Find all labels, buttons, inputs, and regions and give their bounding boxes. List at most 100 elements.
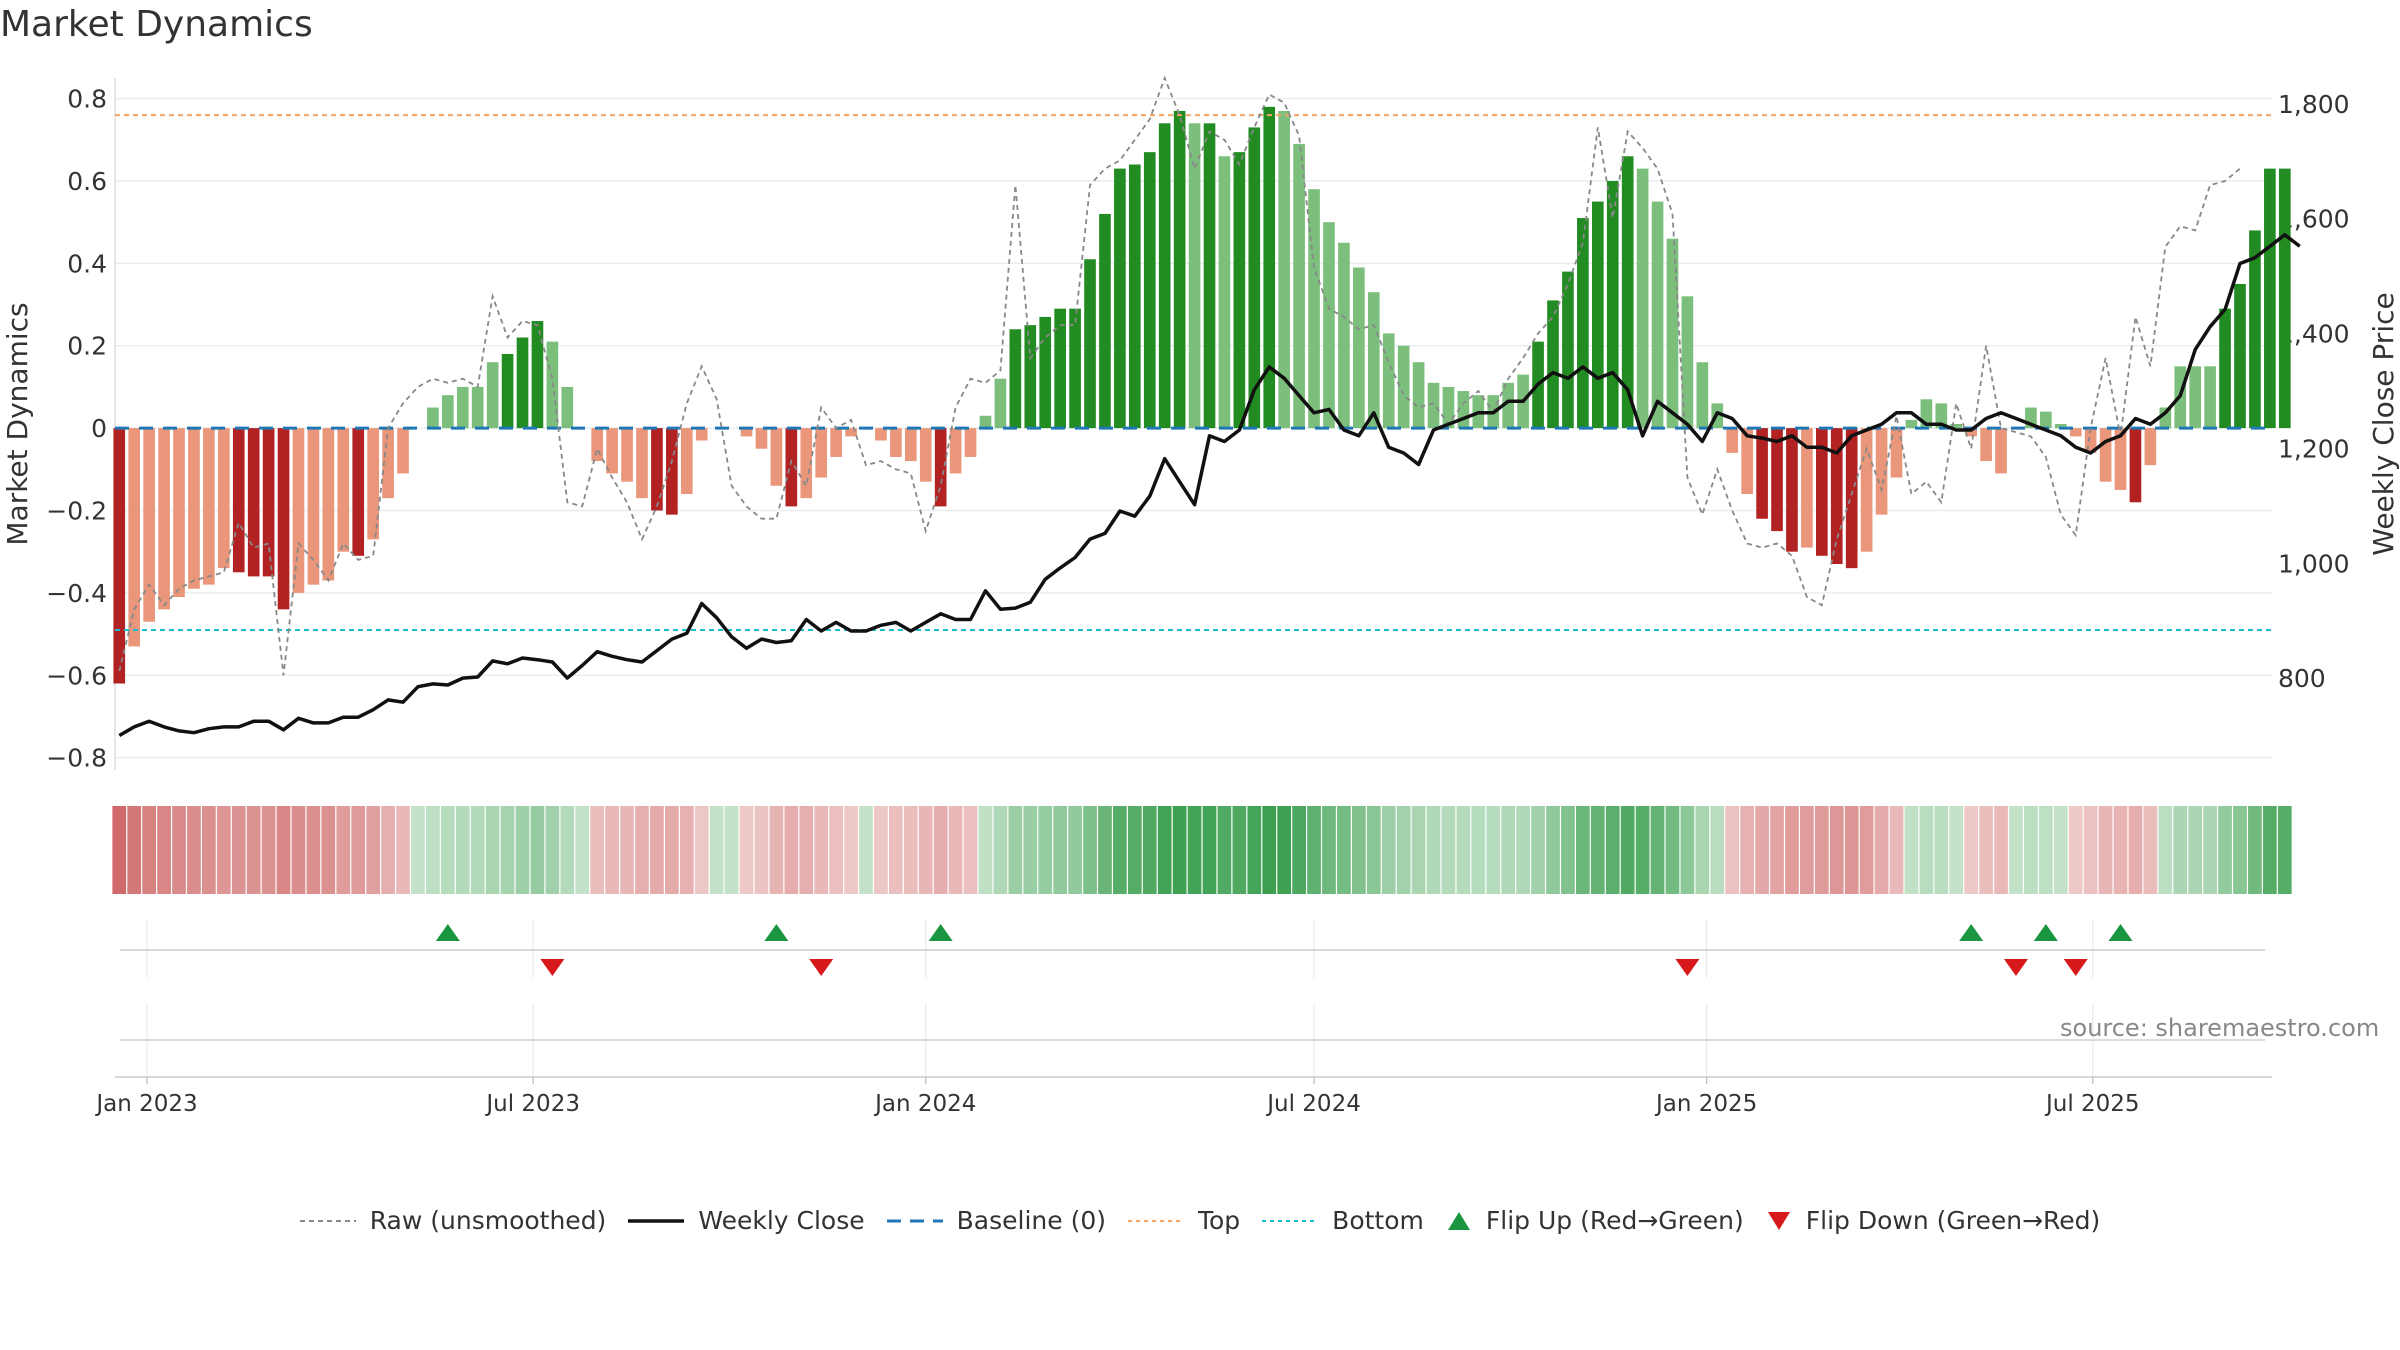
bar xyxy=(666,428,678,515)
flip-up-icon xyxy=(1447,1211,1470,1230)
bar xyxy=(606,428,618,474)
bar xyxy=(561,386,574,429)
bar xyxy=(1353,267,1365,429)
regime-cell xyxy=(1098,806,1112,894)
bar xyxy=(531,321,544,429)
bar xyxy=(1024,325,1037,429)
regime-cell xyxy=(1322,806,1336,894)
regime-cell xyxy=(381,806,395,894)
bar xyxy=(442,395,454,429)
bar xyxy=(217,428,230,569)
regime-cell xyxy=(874,806,888,894)
bar xyxy=(1099,213,1111,429)
bar xyxy=(262,428,275,577)
bar xyxy=(1845,428,1858,569)
bar xyxy=(815,428,828,478)
regime-cell xyxy=(202,806,216,894)
regime-cell xyxy=(1725,806,1740,894)
regime-cell xyxy=(963,806,978,894)
regime-cell xyxy=(321,806,336,894)
bar xyxy=(128,428,141,647)
regime-cell xyxy=(2248,806,2262,894)
bar xyxy=(1173,110,1186,429)
regime-cell xyxy=(844,806,858,894)
bar xyxy=(1681,296,1694,429)
regime-cell xyxy=(1889,806,1904,894)
bar xyxy=(2249,230,2261,429)
regime-cell xyxy=(216,806,231,894)
regime-cell xyxy=(1904,806,1919,894)
bar xyxy=(785,428,798,507)
chart-title: Market Dynamics xyxy=(0,4,313,45)
bar xyxy=(456,386,469,429)
regime-cell xyxy=(261,806,276,894)
bar xyxy=(1562,271,1574,429)
regime-cell xyxy=(903,806,918,894)
regime-cell xyxy=(485,806,500,894)
y-tick-label: 0.2 xyxy=(67,332,107,361)
bar xyxy=(1502,382,1515,429)
bar xyxy=(1054,308,1066,429)
bar xyxy=(2219,308,2231,429)
bar xyxy=(1338,242,1350,429)
bar xyxy=(2129,428,2142,503)
regime-cell xyxy=(411,806,425,894)
regime-cell xyxy=(679,806,694,894)
x-tick-label: Jul 2025 xyxy=(2044,1091,2140,1117)
regime-cell xyxy=(2128,806,2143,894)
bar xyxy=(322,428,335,581)
bar xyxy=(337,428,350,552)
y2-tick-label: 1,200 xyxy=(2278,434,2350,463)
regime-cell xyxy=(1142,806,1157,894)
bar xyxy=(1203,123,1216,429)
bar xyxy=(1606,180,1619,429)
bar xyxy=(501,353,514,429)
regime-cell xyxy=(1501,806,1516,894)
regime-cell xyxy=(754,806,769,894)
regime-cell xyxy=(1232,806,1247,894)
bar xyxy=(1756,428,1768,519)
bar xyxy=(2040,411,2052,429)
bar xyxy=(1980,428,1992,462)
regime-cell xyxy=(2009,806,2023,894)
regime-cell xyxy=(1247,806,1262,894)
bar xyxy=(2189,366,2202,429)
bar xyxy=(2234,283,2246,429)
bar xyxy=(830,428,842,457)
bar xyxy=(1188,123,1201,429)
regime-cell xyxy=(1650,806,1665,894)
regime-cell xyxy=(470,806,485,894)
regime-cell xyxy=(859,806,873,894)
bar xyxy=(1965,428,1977,437)
regime-cell xyxy=(2068,806,2083,894)
flip-down-marker xyxy=(1675,959,1700,976)
x-tick-label: Jan 2023 xyxy=(94,1091,197,1117)
bar xyxy=(1248,127,1261,429)
legend-bottom-swatch xyxy=(1262,1219,1319,1222)
flip-up-marker xyxy=(2033,924,2058,941)
legend-flip-up-label: Flip Up (Red→Green) xyxy=(1485,1206,1744,1235)
regime-cell xyxy=(1471,806,1486,894)
regime-cell xyxy=(784,806,799,894)
bar xyxy=(1278,110,1290,429)
bar xyxy=(770,428,783,486)
regime-cell xyxy=(978,806,993,894)
bar xyxy=(277,428,290,610)
regime-cell xyxy=(2143,806,2158,894)
bar xyxy=(2114,428,2127,490)
regime-cell xyxy=(1053,806,1068,894)
raw-series-line xyxy=(118,75,2241,676)
regime-cell xyxy=(336,806,351,894)
regime-cell xyxy=(1964,806,1979,894)
y-tick-label: −0.4 xyxy=(46,579,107,608)
bar xyxy=(1442,386,1455,429)
bar xyxy=(1651,201,1664,429)
y-tick-label: −0.2 xyxy=(46,497,107,526)
bar xyxy=(964,428,977,457)
regime-cell xyxy=(1113,806,1127,894)
legend-close-swatch xyxy=(628,1218,685,1223)
bar xyxy=(919,428,932,482)
y-tick-label: 0.4 xyxy=(67,249,107,278)
bar xyxy=(1786,428,1798,552)
regime-cell xyxy=(1620,806,1635,894)
